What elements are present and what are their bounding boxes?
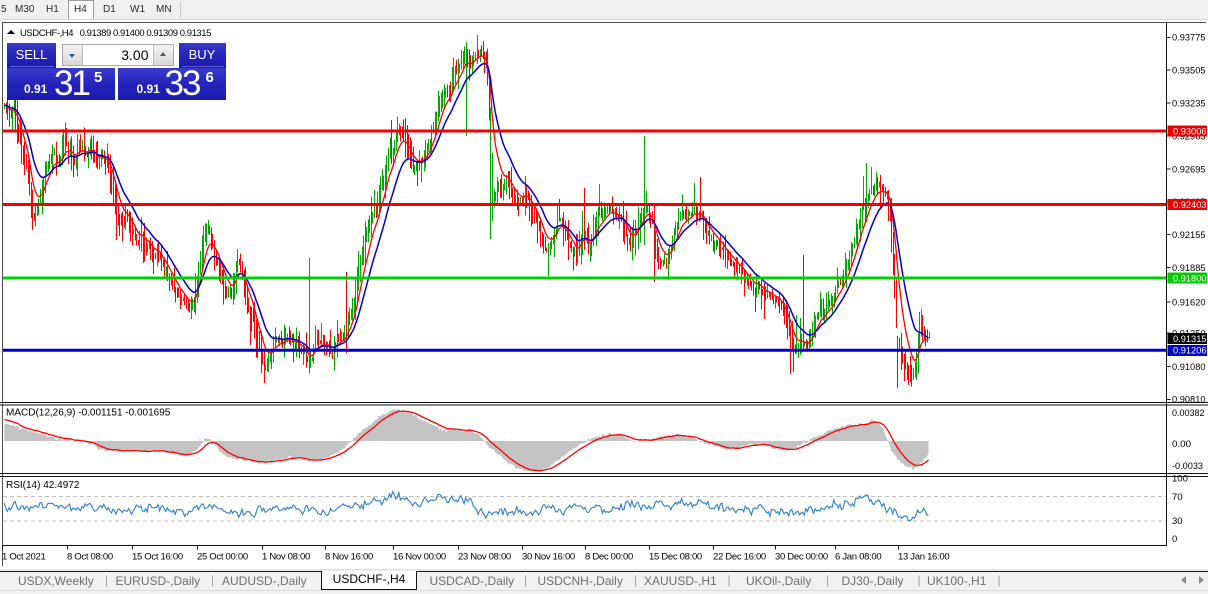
- svg-text:15 Oct 16:00: 15 Oct 16:00: [132, 552, 183, 563]
- svg-text:MACD(12,26,9) -0.001151 -0.001: MACD(12,26,9) -0.001151 -0.001695: [6, 408, 171, 419]
- svg-text:RSI(14) 42.4972: RSI(14) 42.4972: [6, 480, 80, 491]
- svg-text:25 Oct 00:00: 25 Oct 00:00: [197, 552, 248, 563]
- svg-text:0.92155: 0.92155: [1172, 230, 1206, 241]
- svg-text:30 Dec 00:00: 30 Dec 00:00: [775, 552, 828, 563]
- svg-text:1 Nov 08:00: 1 Nov 08:00: [262, 552, 310, 563]
- svg-text:0.00382: 0.00382: [1172, 408, 1205, 419]
- svg-text:15 Dec 08:00: 15 Dec 08:00: [649, 552, 702, 563]
- svg-text:0.00: 0.00: [1172, 439, 1191, 450]
- svg-text:0.91800: 0.91800: [1173, 273, 1207, 284]
- svg-text:100: 100: [1172, 474, 1188, 485]
- svg-text:30: 30: [1172, 516, 1183, 527]
- svg-text:0: 0: [1172, 534, 1177, 545]
- svg-text:8 Oct 08:00: 8 Oct 08:00: [67, 552, 113, 563]
- svg-text:-0.0033: -0.0033: [1172, 461, 1203, 472]
- svg-text:0.90810: 0.90810: [1172, 395, 1206, 406]
- svg-text:0.91315: 0.91315: [1173, 334, 1207, 345]
- svg-text:16 Nov 00:00: 16 Nov 00:00: [393, 552, 446, 563]
- svg-text:0.93505: 0.93505: [1172, 66, 1206, 77]
- svg-text:0.92403: 0.92403: [1173, 200, 1207, 211]
- svg-text:0.91206: 0.91206: [1173, 346, 1207, 357]
- svg-text:8 Nov 16:00: 8 Nov 16:00: [325, 552, 373, 563]
- svg-text:0.92965: 0.92965: [1172, 131, 1206, 142]
- svg-text:0.91080: 0.91080: [1172, 362, 1206, 373]
- svg-text:13 Jan 16:00: 13 Jan 16:00: [898, 552, 949, 563]
- svg-text:0.93006: 0.93006: [1173, 126, 1207, 137]
- svg-text:0.93775: 0.93775: [1172, 33, 1206, 44]
- svg-text:0.91885: 0.91885: [1172, 263, 1206, 274]
- svg-text:23 Nov 08:00: 23 Nov 08:00: [458, 552, 511, 563]
- svg-text:70: 70: [1172, 492, 1183, 503]
- svg-text:8 Dec 00:00: 8 Dec 00:00: [585, 552, 633, 563]
- svg-text:0.91620: 0.91620: [1172, 297, 1206, 308]
- svg-text:0.93235: 0.93235: [1172, 99, 1206, 110]
- svg-text:0.92695: 0.92695: [1172, 164, 1206, 175]
- svg-text:30 Nov 16:00: 30 Nov 16:00: [522, 552, 575, 563]
- svg-text:1 Oct 2021: 1 Oct 2021: [2, 552, 45, 563]
- svg-text:22 Dec 16:00: 22 Dec 16:00: [713, 552, 766, 563]
- svg-text:6 Jan 08:00: 6 Jan 08:00: [835, 552, 881, 563]
